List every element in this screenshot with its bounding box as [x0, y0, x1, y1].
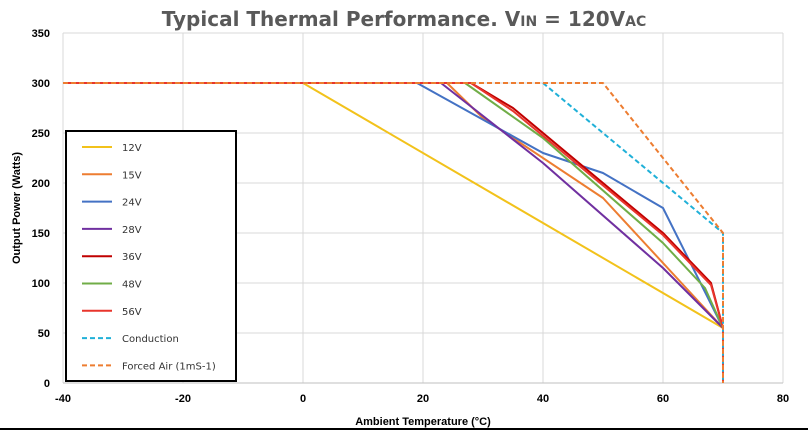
chart-title-sub1: IN [520, 14, 537, 30]
legend-label: 12V [122, 143, 142, 154]
legend-label: 24V [122, 198, 142, 209]
x-axis-title: Ambient Temperature (°C) [355, 416, 491, 428]
series-line-forced-air-1ms-1- [63, 82, 724, 383]
legend: 12V 15V 24V 28V 36V 48V 56V Conduction Forced Ai… [65, 130, 237, 382]
y-tick-label: 100 [32, 278, 50, 290]
chart-title-mid: = 120V [537, 7, 625, 31]
x-tick-label: 40 [537, 393, 549, 405]
y-tick-label: 50 [38, 328, 50, 340]
y-tick-label: 200 [32, 178, 50, 190]
y-tick-label: 350 [32, 28, 50, 40]
x-tick-label: -40 [55, 393, 71, 405]
legend-label: 36V [122, 252, 142, 263]
legend-label: 28V [122, 225, 142, 236]
y-tick-label: 0 [44, 378, 50, 390]
x-tick-label: 0 [300, 393, 306, 405]
legend-label: Forced Air (1mS-1) [122, 361, 216, 372]
x-tick-label: 60 [657, 393, 669, 405]
y-tick-label: 300 [32, 78, 50, 90]
chart-title-prefix: Typical Thermal Performance. V [162, 7, 521, 31]
y-axis-title: Output Power (Watts) [11, 152, 23, 264]
legend-label: 15V [122, 170, 142, 181]
x-tick-label: 80 [777, 393, 789, 405]
legend-label: 56V [122, 307, 142, 318]
series-group [63, 82, 724, 383]
y-tick-label: 250 [32, 128, 50, 140]
legend-label: Conduction [122, 334, 179, 345]
y-tick-label: 150 [32, 228, 50, 240]
legend-label: 48V [122, 280, 142, 291]
x-tick-label: -20 [175, 393, 191, 405]
chart-title: Typical Thermal Performance. VIN = 120VA… [162, 7, 647, 31]
bottom-rule [0, 428, 808, 430]
chart-title-sub2: AC [625, 14, 646, 30]
tick-labels: 0 50 100 150 200 250 300 350 -40 -20 0 20 40 60 80 [32, 28, 789, 405]
x-tick-label: 20 [417, 393, 429, 405]
